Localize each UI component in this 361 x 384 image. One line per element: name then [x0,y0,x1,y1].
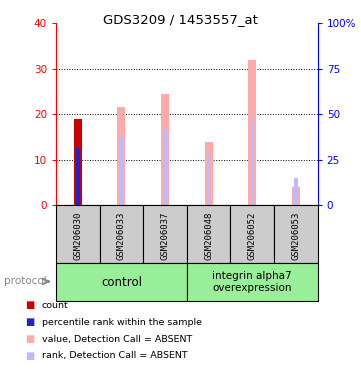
Bar [248,60,256,205]
Bar [74,119,82,205]
Bar [251,119,254,205]
Bar [163,130,167,205]
Text: rank, Detection Call = ABSENT: rank, Detection Call = ABSENT [42,351,187,361]
Text: percentile rank within the sample: percentile rank within the sample [42,318,201,327]
Text: GSM206037: GSM206037 [161,211,170,260]
Bar [117,108,125,205]
Bar [56,263,187,301]
Text: ■: ■ [25,351,35,361]
Text: ■: ■ [25,334,35,344]
Text: integrin alpha7
overexpression: integrin alpha7 overexpression [212,271,292,293]
Text: GSM206053: GSM206053 [291,211,300,260]
Text: ■: ■ [25,317,35,327]
Text: value, Detection Call = ABSENT: value, Detection Call = ABSENT [42,334,192,344]
Bar [292,187,300,205]
Bar [187,205,230,263]
Text: GSM206052: GSM206052 [248,211,257,260]
Text: GSM206048: GSM206048 [204,211,213,260]
Text: protocol: protocol [4,276,46,286]
Bar [205,142,213,205]
Text: GSM206030: GSM206030 [73,211,82,260]
Bar [100,205,143,263]
Bar [294,178,297,205]
Bar [230,205,274,263]
Bar [274,205,318,263]
Bar [56,205,100,263]
Bar [76,149,79,205]
Text: count: count [42,301,68,310]
Text: control: control [101,276,142,289]
Text: ■: ■ [25,300,35,310]
Bar [187,263,318,301]
Bar [119,137,123,205]
Bar [143,205,187,263]
Text: GDS3209 / 1453557_at: GDS3209 / 1453557_at [103,13,258,26]
Bar [161,94,169,205]
Bar [207,153,210,205]
Text: GSM206033: GSM206033 [117,211,126,260]
